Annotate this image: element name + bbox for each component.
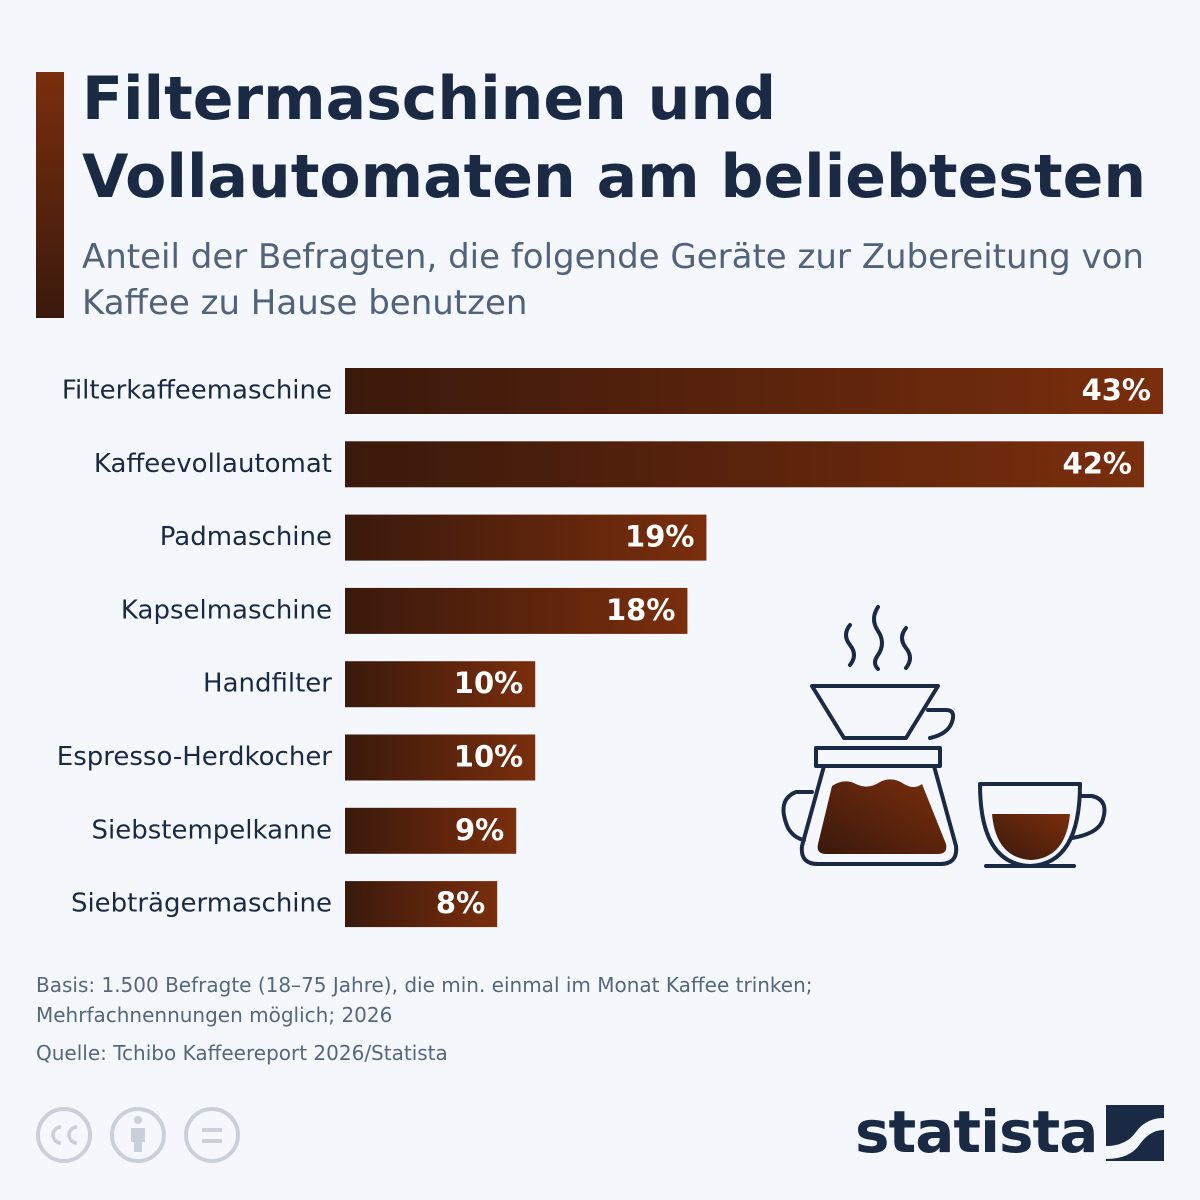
bar [345,807,517,854]
bar [345,368,1163,414]
value-label: 42% [1063,446,1132,480]
value-label: 10% [454,666,523,700]
bar [345,661,536,708]
bar [345,881,498,928]
category-label: Espresso-Herdkocher [57,742,333,772]
chart-title: Filtermaschinen und Vollautomaten am bel… [82,64,1147,212]
logo-mark [1106,1105,1164,1161]
logo: statista [855,1098,1098,1166]
value-label: 10% [454,740,523,774]
bars: Filterkaffeemaschine 43% Kaffeevollautomat… [57,368,1163,928]
category-label: Handfilter [203,669,332,699]
cup-coffee [992,814,1070,860]
bar [345,441,1144,488]
value-label: 19% [625,520,694,554]
bar [345,514,707,561]
source: Quelle: Tchibo Kaffeereport 2026/Statist… [36,1041,448,1065]
chart-subtitle: Anteil der Befragten, die folgende Gerät… [82,237,1144,323]
coffee-illustration [781,605,1107,868]
value-label: 43% [1082,373,1151,407]
category-label: Siebträgermaschine [71,889,332,919]
license-icons [36,1107,240,1163]
category-label: Kaffeevollautomat [94,449,332,479]
bar [345,734,536,781]
coffee-fill [817,779,947,854]
category-label: Filterkaffeemaschine [62,376,332,406]
accent-bar [36,72,64,318]
note: Basis: 1.500 Befragte (18–75 Jahre), die… [36,973,813,1027]
value-label: 8% [436,886,485,920]
value-label: 18% [606,593,675,627]
category-label: Padmaschine [160,522,332,552]
category-label: Kapselmaschine [121,595,332,625]
bar [345,587,688,634]
value-label: 9% [455,813,504,847]
category-label: Siebstempelkanne [92,815,333,845]
